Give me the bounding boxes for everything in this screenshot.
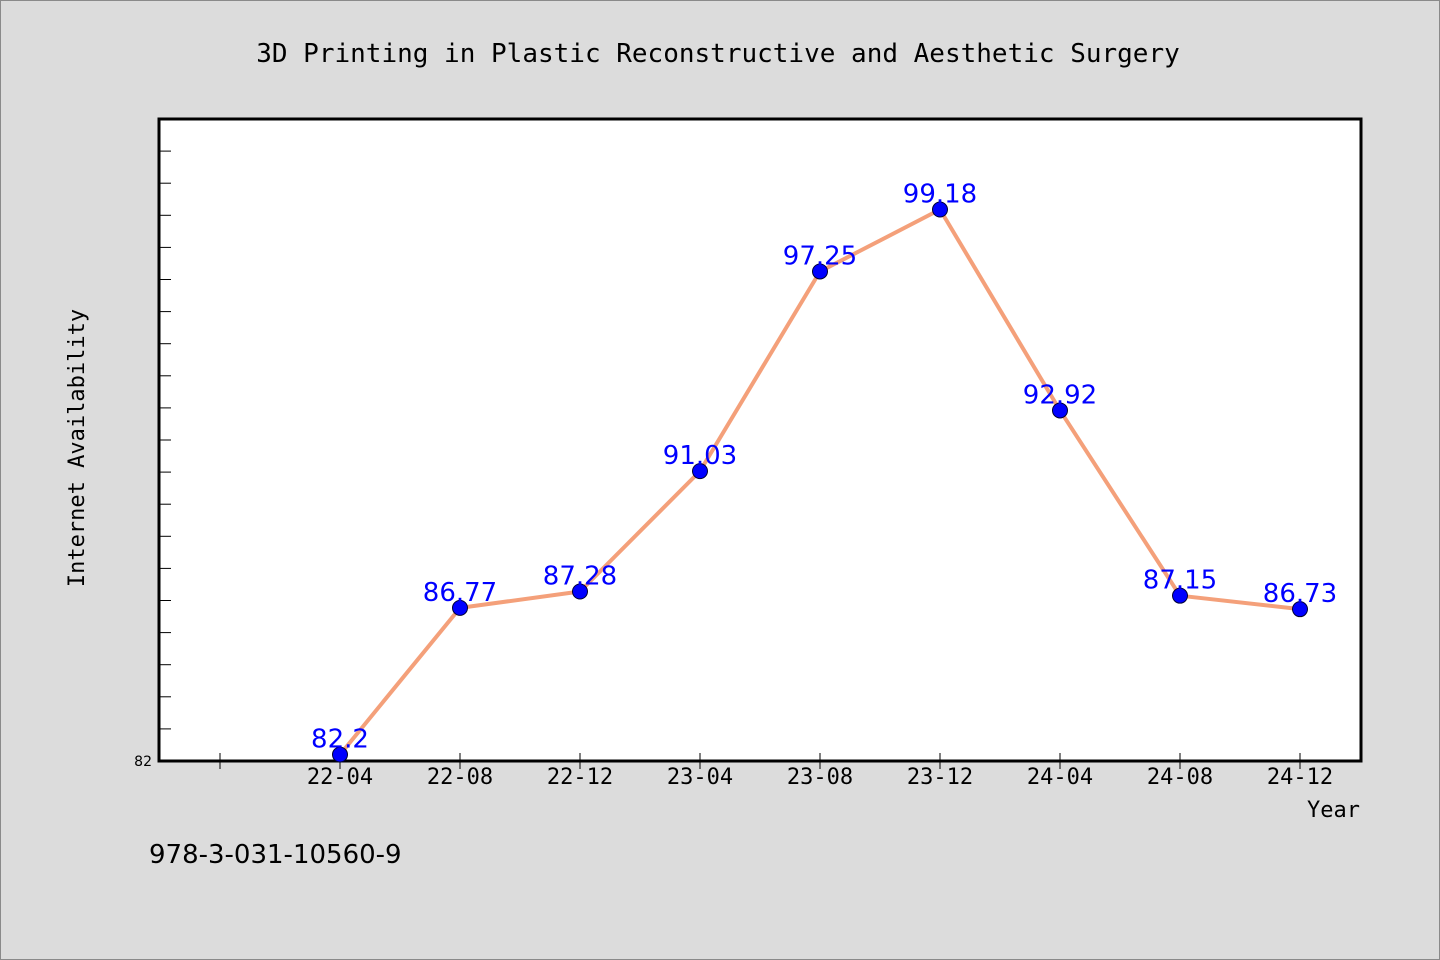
x-tick-label: 23-04 xyxy=(667,765,733,790)
data-label: 97.25 xyxy=(783,241,857,271)
data-point xyxy=(1172,587,1188,604)
y-axis-ticks xyxy=(159,150,171,730)
data-point xyxy=(452,599,468,616)
x-axis-label: Year xyxy=(1307,798,1360,823)
data-label: 82.2 xyxy=(311,725,369,755)
data-labels: 82.2 86.77 87.28 91.03 97.25 99.18 92.92 87.15 8… xyxy=(311,180,1337,755)
y-tick-label: 82 xyxy=(134,754,152,770)
x-tick-label: 23-08 xyxy=(787,765,853,790)
chart-title: 3D Printing in Plastic Reconstructive an… xyxy=(256,39,1180,69)
data-point xyxy=(1292,601,1308,618)
plot-area xyxy=(157,117,1363,763)
y-axis-label: Internet Availability xyxy=(65,309,90,587)
data-markers xyxy=(332,201,1308,763)
data-label: 87.28 xyxy=(543,562,617,592)
data-label: 92.92 xyxy=(1023,380,1097,410)
data-label: 86.77 xyxy=(423,578,497,608)
isbn-text: 978-3-031-10560-9 xyxy=(149,840,402,870)
data-label: 87.15 xyxy=(1143,566,1217,596)
data-point xyxy=(932,201,948,218)
data-label: 86.73 xyxy=(1263,579,1337,609)
x-axis-tick-labels: 22-04 22-08 22-12 23-04 23-08 23-12 24-04 24-08… xyxy=(307,765,1333,790)
x-tick-label: 22-08 xyxy=(427,765,493,790)
x-tick-label: 22-04 xyxy=(307,765,373,790)
data-point xyxy=(692,463,708,480)
x-tick-label: 22-12 xyxy=(547,765,613,790)
x-tick-label: 24-04 xyxy=(1027,765,1093,790)
data-point xyxy=(332,746,348,763)
data-label: 99.18 xyxy=(903,180,977,210)
data-point xyxy=(1052,402,1068,419)
x-tick-label: 23-12 xyxy=(907,765,973,790)
data-label: 91.03 xyxy=(663,441,737,471)
x-tick-label: 24-08 xyxy=(1147,765,1213,790)
data-point xyxy=(572,583,588,600)
data-point xyxy=(812,263,828,280)
x-tick-label: 24-12 xyxy=(1267,765,1333,790)
